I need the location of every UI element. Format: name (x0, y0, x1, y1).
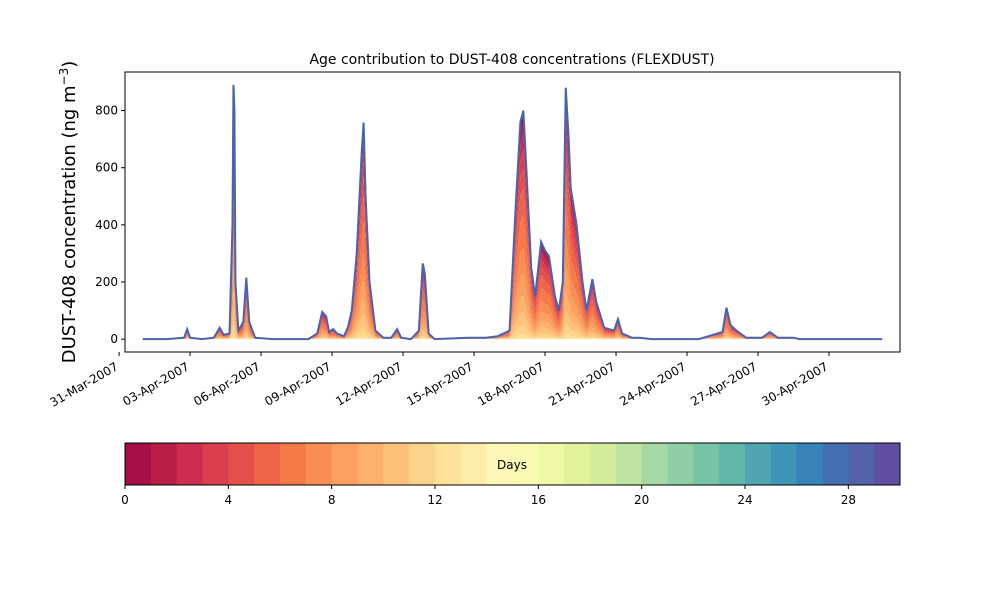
x-tick-label: 31-Mar-2007 (47, 359, 120, 409)
y-axis-label-main: DUST-408 concentration (ng m (59, 85, 80, 363)
colorbar-swatch (460, 443, 488, 485)
colorbar-tick-label: 8 (328, 493, 336, 507)
colorbar-label: Days (497, 458, 527, 472)
y-axis-label-close: ) (59, 61, 80, 68)
age-band-6 (142, 201, 883, 340)
plot-frame (124, 71, 901, 353)
x-tick-label: 15-Apr-2007 (404, 359, 475, 408)
y-tick-label: 400 (95, 218, 118, 232)
colorbar-swatch (228, 443, 255, 485)
y-tick-label: 800 (95, 104, 118, 118)
y-tick-label: 200 (95, 275, 118, 289)
colorbar-swatch (305, 443, 333, 485)
x-tick-label: 18-Apr-2007 (475, 359, 546, 408)
colorbar (125, 443, 901, 485)
colorbar-swatch (641, 443, 668, 485)
colorbar-swatch (564, 443, 591, 485)
colorbar-axis: 0 4 8 12 16 20 24 28 (121, 485, 856, 507)
x-tick-label: 12-Apr-2007 (333, 359, 404, 408)
chart-title: Age contribution to DUST-408 concentrati… (309, 52, 714, 68)
colorbar-tick-label: 28 (841, 493, 856, 507)
x-tick-label: 21-Apr-2007 (546, 359, 617, 408)
colorbar-swatch (280, 443, 307, 485)
series-outline (142, 84, 883, 341)
age-band-10 (142, 308, 883, 340)
colorbar-swatch (176, 443, 203, 485)
colorbar-swatch (874, 443, 901, 485)
x-tick-label: 09-Apr-2007 (262, 359, 333, 408)
colorbar-swatch (667, 443, 694, 485)
colorbar-swatch (590, 443, 617, 485)
colorbar-swatch (486, 443, 513, 485)
x-tick-label: 27-Apr-2007 (688, 359, 759, 408)
colorbar-frame (124, 442, 901, 486)
colorbar-tick-label: 4 (225, 493, 233, 507)
colorbar-swatch (125, 443, 152, 485)
age-areas (142, 84, 883, 340)
x-tick-label: 30-Apr-2007 (759, 359, 830, 408)
x-tick-label: 06-Apr-2007 (191, 359, 262, 408)
colorbar-swatch (693, 443, 720, 485)
age-band-8 (142, 265, 883, 340)
y-axis-label: DUST-408 concentration (ng m−3) (57, 61, 80, 364)
x-tick-label: 24-Apr-2007 (617, 359, 688, 408)
colorbar-swatch (538, 443, 565, 485)
colorbar-swatch (745, 443, 772, 485)
colorbar-swatch (615, 443, 643, 485)
colorbar-swatch (254, 443, 281, 485)
colorbar-tick-label: 12 (427, 493, 442, 507)
colorbar-swatch (848, 443, 875, 485)
colorbar-tick-label: 24 (737, 493, 752, 507)
x-axis: 31-Mar-2007 03-Apr-2007 06-Apr-2007 09-Apr-… (47, 352, 831, 410)
x-tick-label: 03-Apr-2007 (120, 359, 191, 408)
colorbar-swatch (770, 443, 798, 485)
colorbar-swatch (822, 443, 849, 485)
age-band-9 (142, 290, 883, 340)
age-band-7 (142, 237, 883, 340)
colorbar-swatch (357, 443, 384, 485)
colorbar-swatch (202, 443, 229, 485)
colorbar-tick-label: 20 (634, 493, 649, 507)
colorbar-swatch (331, 443, 358, 485)
age-band-12 (142, 334, 883, 340)
y-tick-label: 600 (95, 161, 118, 175)
colorbar-tick-label: 0 (121, 493, 129, 507)
y-axis: 0 200 400 600 800 (95, 104, 125, 346)
colorbar-swatch (150, 443, 178, 485)
y-axis-label-sup: −3 (57, 68, 71, 86)
age-band-11 (142, 323, 883, 340)
colorbar-swatch (409, 443, 436, 485)
colorbar-swatch (512, 443, 539, 485)
colorbar-swatch (719, 443, 746, 485)
colorbar-tick-label: 16 (531, 493, 546, 507)
colorbar-swatch (435, 443, 462, 485)
y-tick-label: 0 (110, 332, 118, 346)
colorbar-swatch (796, 443, 823, 485)
colorbar-swatch (383, 443, 410, 485)
